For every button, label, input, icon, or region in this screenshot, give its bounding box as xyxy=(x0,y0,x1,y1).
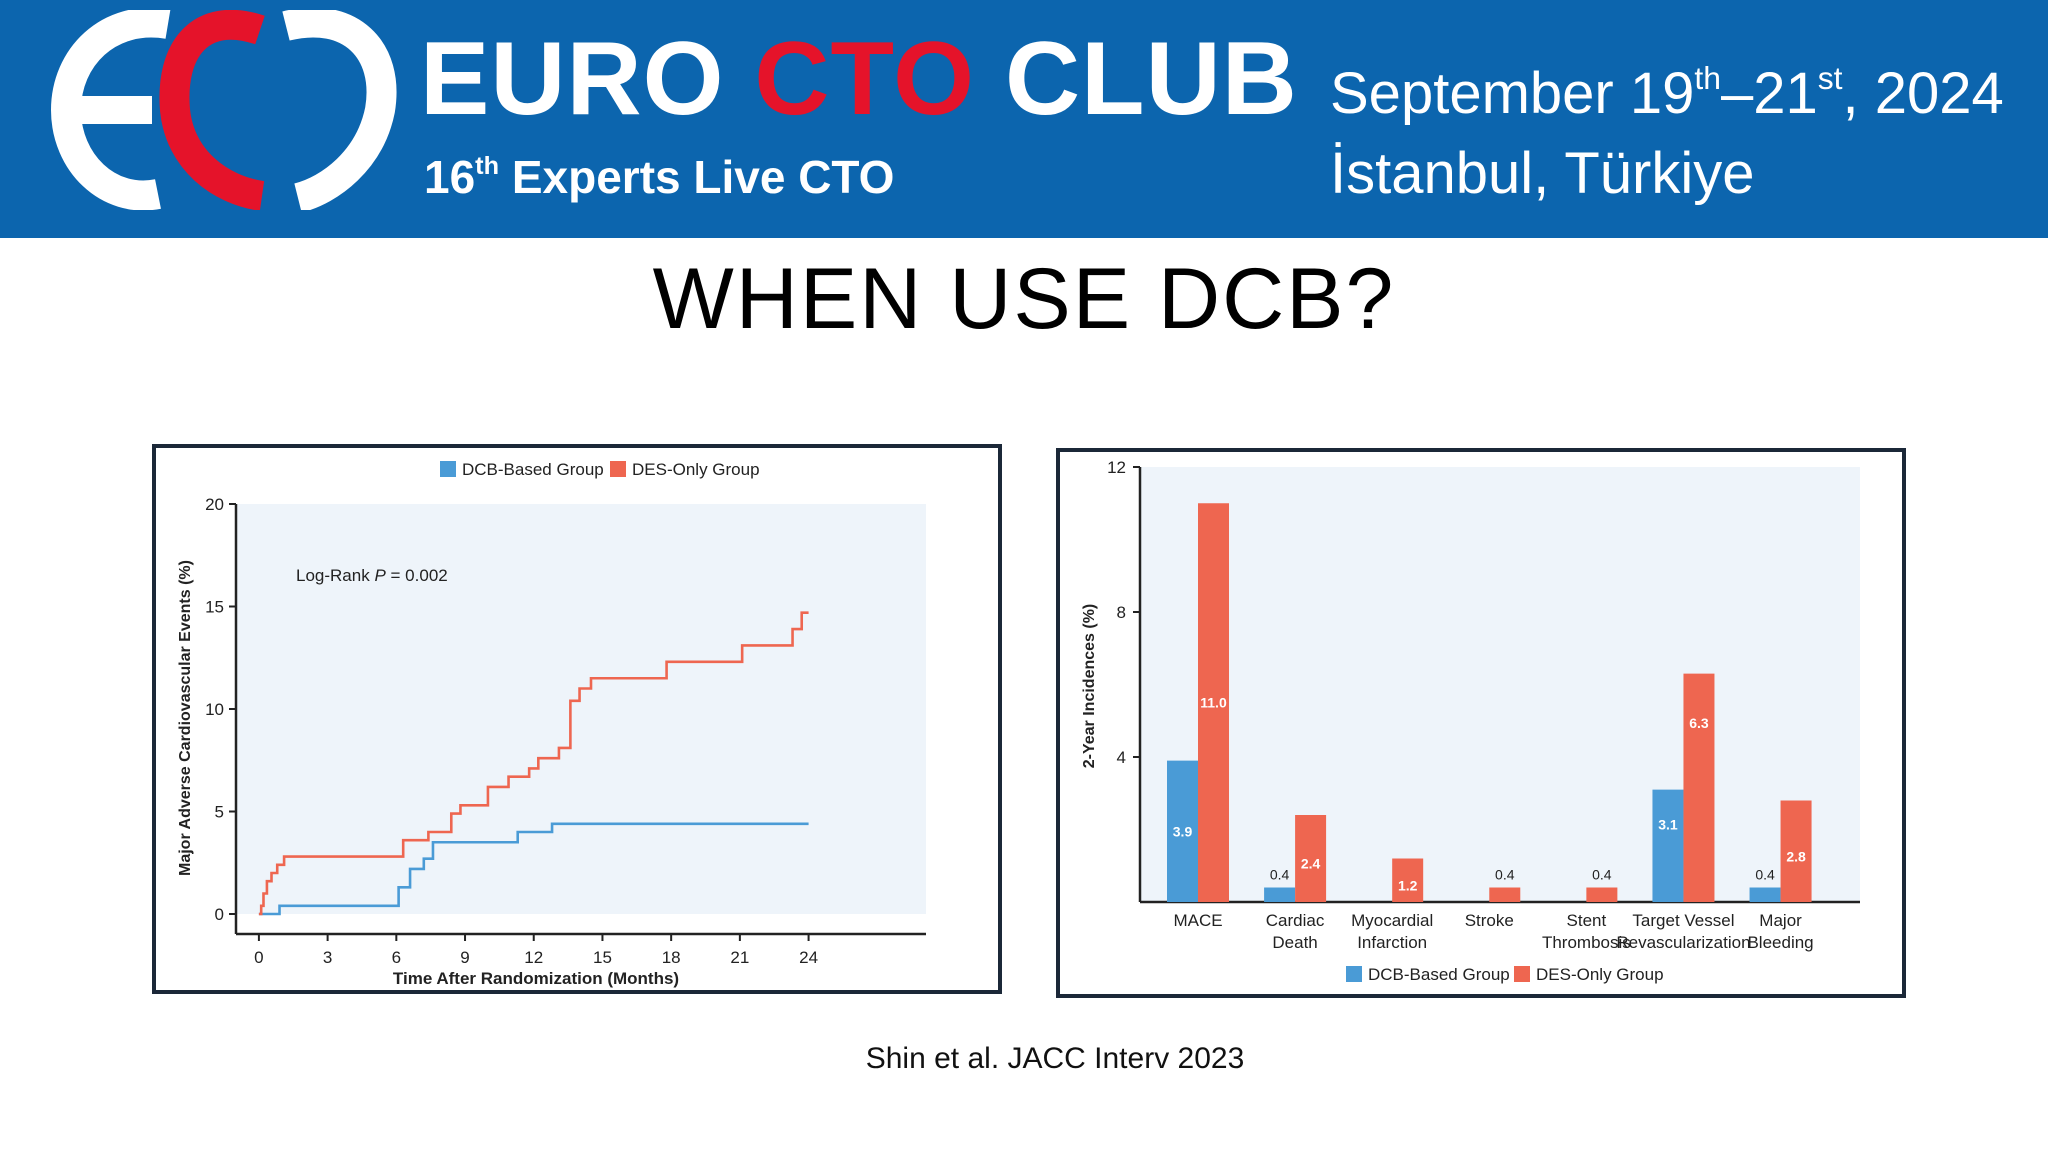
bar-category-label: Myocardial xyxy=(1351,911,1433,930)
bar-category-label: Infarction xyxy=(1357,933,1427,952)
edition-text: Experts Live CTO xyxy=(511,151,895,203)
bar-category-label: Revascularization xyxy=(1616,933,1750,952)
km-series-line xyxy=(258,822,809,916)
bar-category-label: Thrombosis xyxy=(1542,933,1631,952)
bar-y-tick-label: 12 xyxy=(1107,458,1126,477)
bar-value-label: 6.3 xyxy=(1689,715,1709,731)
header-banner: EURO CTO CLUB 16th Experts Live CTO Sept… xyxy=(0,0,2048,238)
bar-value-label: 0.4 xyxy=(1755,867,1775,883)
bar-value-label: 3.9 xyxy=(1173,823,1193,839)
bar-category-label: Target Vessel xyxy=(1632,911,1734,930)
km-plot-background xyxy=(236,504,926,914)
bar-plot-background xyxy=(1140,467,1860,902)
bar-des xyxy=(1295,815,1327,902)
km-y-axis-label: Major Adverse Cardiovascular Events (%) xyxy=(177,560,194,876)
date-year: , 2024 xyxy=(1842,61,2004,126)
bar-category-label: Major xyxy=(1759,911,1802,930)
bar-category-label: Stent xyxy=(1567,911,1607,930)
km-x-tick-label: 12 xyxy=(524,948,543,967)
km-series-lines xyxy=(258,611,809,916)
bar-des xyxy=(1198,503,1229,902)
km-y-tick-label: 0 xyxy=(215,905,224,924)
bar-value-label: 1.2 xyxy=(1398,877,1418,893)
km-x-tick-label: 24 xyxy=(799,948,818,967)
edition-number: 16 xyxy=(424,151,476,203)
bar-des xyxy=(1489,887,1521,902)
km-annotation-prefix: Log-Rank xyxy=(296,566,370,585)
bar-legend-label: DCB-Based Group xyxy=(1368,965,1510,984)
bar-category-label: Cardiac xyxy=(1266,911,1325,930)
bar-value-label: 0.4 xyxy=(1592,867,1612,883)
km-x-tick-label: 3 xyxy=(323,948,332,967)
brand-cto: CTO xyxy=(754,21,976,137)
km-axes: 0 5 10 15 20 0 3 6 9 12 15 18 21 24 xyxy=(205,495,926,967)
bar-category-labels: MACE Cardiac Death Myocardial Infarction Stro… xyxy=(1173,911,1813,952)
bar-dcb xyxy=(1167,760,1198,902)
km-legend-swatch xyxy=(440,461,456,477)
km-x-tick-label: 18 xyxy=(662,948,681,967)
km-legend-swatch xyxy=(610,461,626,477)
bar-dcb xyxy=(1749,887,1781,902)
date-start: September 19 xyxy=(1330,61,1695,126)
bar-des xyxy=(1780,800,1812,902)
bar-y-axis-label: 2-Year Incidences (%) xyxy=(1081,604,1098,769)
date-end-ordinal: st xyxy=(1817,60,1843,97)
bar-des xyxy=(1392,858,1424,902)
bar-value-label: 2.4 xyxy=(1301,856,1321,872)
edition-subtitle: 16th Experts Live CTO xyxy=(424,150,894,204)
km-legend-label: DCB-Based Group xyxy=(462,460,604,479)
km-series-line xyxy=(258,611,809,916)
km-annotation-p: P xyxy=(374,566,386,585)
euro-cto-club-logo xyxy=(50,10,397,210)
bar-des xyxy=(1683,673,1715,902)
edition-ordinal: th xyxy=(475,152,500,181)
bar-category-label: Death xyxy=(1272,933,1317,952)
km-x-tick-label: 0 xyxy=(254,948,263,967)
km-y-tick-label: 20 xyxy=(205,495,224,514)
km-y-tick-label: 10 xyxy=(205,700,224,719)
event-location: İstanbul, Türkiye xyxy=(1330,141,1755,206)
bar-series: 3.9 11.0 0.4 2.4 1.2 0.4 0.4 3.1 6.3 0.4 2.8 xyxy=(1167,503,1812,902)
bar-value-label: 0.4 xyxy=(1495,867,1515,883)
bar-value-label: 0.4 xyxy=(1270,867,1290,883)
km-y-tick-label: 15 xyxy=(205,598,224,617)
bar-category-label: MACE xyxy=(1173,911,1222,930)
brand-club: CLUB xyxy=(1004,21,1298,137)
km-legend-label: DES-Only Group xyxy=(632,460,760,479)
bar-chart-panel: 4 8 12 3.9 11.0 0.4 2.4 1.2 0.4 0.4 3.1 6.3 0.4 2.8 … xyxy=(1056,448,1906,998)
brand-euro: EURO xyxy=(420,21,725,137)
bar-dcb xyxy=(1264,887,1296,902)
bar-legend-swatch xyxy=(1514,966,1530,982)
bar-legend: DCB-Based Group DES-Only Group xyxy=(1346,965,1664,984)
bar-value-label: 3.1 xyxy=(1658,817,1678,833)
brand-title: EURO CTO CLUB xyxy=(420,20,1298,139)
km-chart: DCB-Based Group DES-Only Group 0 5 10 15 20 0 3… xyxy=(177,460,926,988)
bar-category-label: Bleeding xyxy=(1747,933,1813,952)
bar-des xyxy=(1586,887,1618,902)
citation: Shin et al. JACC Interv 2023 xyxy=(865,1042,1245,1075)
bar-y-tick-label: 8 xyxy=(1117,603,1126,622)
date-end: –21 xyxy=(1720,61,1818,126)
km-x-tick-label: 9 xyxy=(460,948,469,967)
km-chart-panel: DCB-Based Group DES-Only Group 0 5 10 15 20 0 3… xyxy=(152,444,1002,994)
date-start-ordinal: th xyxy=(1694,60,1721,97)
km-x-tick-label: 15 xyxy=(593,948,612,967)
km-annotation-value: = 0.002 xyxy=(391,566,448,585)
bar-value-label: 2.8 xyxy=(1786,848,1806,864)
bar-legend-label: DES-Only Group xyxy=(1536,965,1664,984)
km-logrank-annotation: Log-Rank P = 0.002 xyxy=(296,566,448,585)
km-x-tick-label: 21 xyxy=(730,948,749,967)
bar-category-label: Stroke xyxy=(1465,911,1514,930)
km-y-tick-label: 5 xyxy=(215,803,224,822)
event-dates: September 19th–21st, 2024 xyxy=(1330,60,2004,127)
km-x-axis-label: Time After Randomization (Months) xyxy=(393,969,679,988)
bar-y-tick-label: 4 xyxy=(1117,748,1126,767)
bar-legend-swatch xyxy=(1346,966,1362,982)
km-legend: DCB-Based Group DES-Only Group xyxy=(440,460,760,479)
km-x-tick-label: 6 xyxy=(392,948,401,967)
bar-dcb xyxy=(1652,789,1684,902)
bar-value-label: 11.0 xyxy=(1200,695,1227,711)
slide-title: WHEN USE DCB? xyxy=(652,251,1396,347)
